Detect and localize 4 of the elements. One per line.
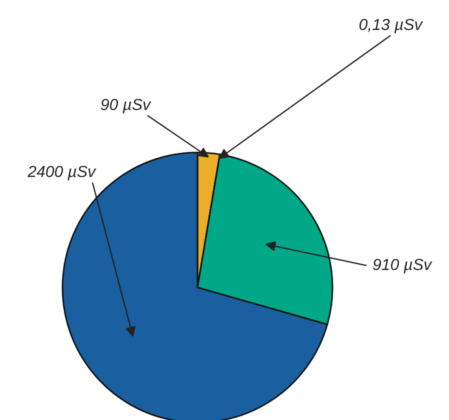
data-label: 910 µSv bbox=[372, 257, 433, 274]
data-label: 0,13 µSv bbox=[358, 17, 424, 34]
data-label: 90 µSv bbox=[100, 97, 152, 114]
data-label: 2400 µSv bbox=[26, 164, 96, 181]
